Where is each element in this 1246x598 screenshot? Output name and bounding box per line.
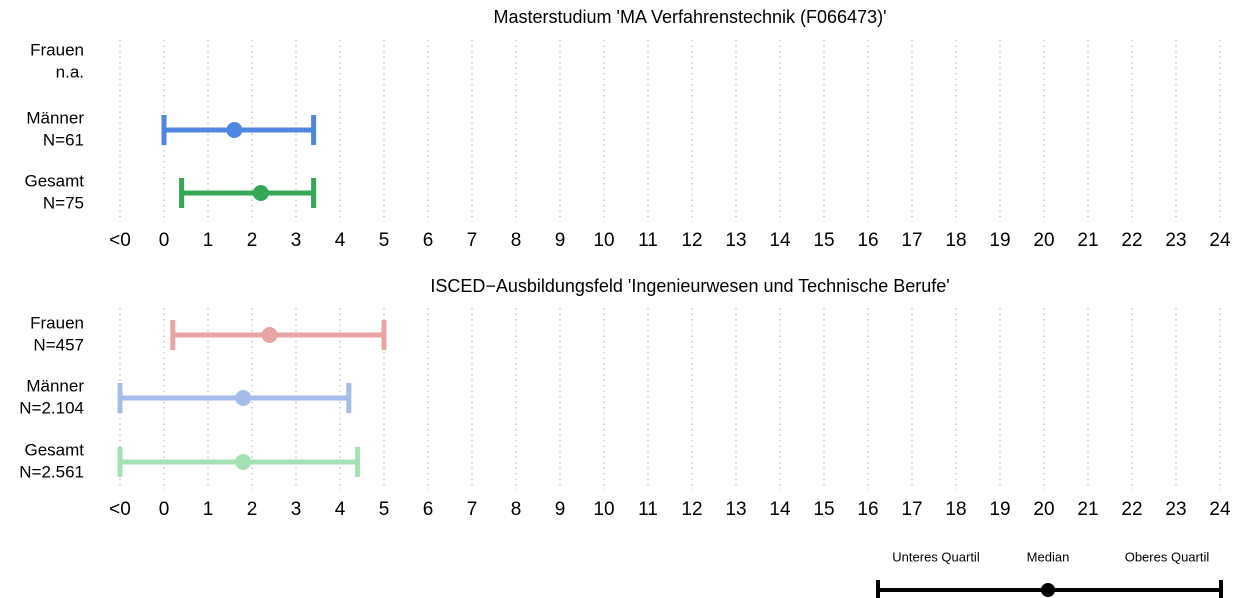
- x-tick-label: 3: [291, 230, 302, 251]
- x-tick-label: 21: [1077, 230, 1098, 251]
- row-n: N=457: [33, 335, 84, 354]
- x-tick-label: 19: [989, 230, 1010, 251]
- row-label: Frauen: [30, 40, 84, 59]
- x-tick-label: 13: [725, 499, 746, 520]
- x-tick-label: 9: [555, 230, 566, 251]
- x-tick-label: 4: [335, 499, 346, 520]
- x-tick-label: 13: [725, 230, 746, 251]
- row-label: Gesamt: [24, 440, 84, 459]
- x-tick-label: 21: [1077, 499, 1098, 520]
- row-label: Männer: [26, 376, 84, 395]
- median-dot: [235, 454, 252, 470]
- x-tick-label: 6: [423, 499, 434, 520]
- x-tick-label: 18: [945, 499, 966, 520]
- row-n: n.a.: [56, 62, 84, 81]
- x-tick-label: 10: [593, 230, 614, 251]
- row-label: Frauen: [30, 313, 84, 332]
- x-tick-label: 5: [379, 230, 390, 251]
- x-tick-label: 7: [467, 499, 478, 520]
- median-dot: [226, 122, 243, 138]
- x-tick-label: 22: [1121, 230, 1142, 251]
- legend-label: Oberes Quartil: [1125, 549, 1210, 564]
- x-tick-label: 9: [555, 499, 566, 520]
- x-tick-label: 6: [423, 230, 434, 251]
- x-tick-label: <0: [109, 230, 131, 251]
- x-tick-label: 19: [989, 499, 1010, 520]
- x-tick-label: 17: [901, 499, 922, 520]
- median-dot: [235, 390, 252, 406]
- x-tick-label: 7: [467, 230, 478, 251]
- row-n: N=61: [43, 130, 84, 149]
- x-tick-label: 22: [1121, 499, 1142, 520]
- x-tick-label: 12: [681, 499, 702, 520]
- x-tick-label: 24: [1209, 230, 1231, 251]
- x-tick-label: 0: [159, 230, 170, 251]
- row-n: N=2.104: [19, 398, 84, 417]
- row-label: Gesamt: [24, 171, 84, 190]
- x-tick-label: 15: [813, 499, 834, 520]
- x-tick-label: 1: [203, 499, 214, 520]
- x-tick-label: 23: [1165, 499, 1186, 520]
- x-tick-label: 24: [1209, 499, 1231, 520]
- legend-dot: [1041, 583, 1055, 597]
- row-n: N=2.561: [19, 462, 84, 481]
- legend: Unteres Quartil Median Oberes Quartil: [876, 549, 1223, 598]
- x-tick-label: 20: [1033, 230, 1054, 251]
- x-tick-label: 23: [1165, 230, 1186, 251]
- x-tick-label: <0: [109, 499, 131, 520]
- x-tick-label: 2: [247, 230, 258, 251]
- median-dot: [252, 185, 269, 201]
- x-tick-label: 18: [945, 230, 966, 251]
- x-tick-label: 17: [901, 230, 922, 251]
- x-tick-label: 15: [813, 230, 834, 251]
- row-n: N=75: [43, 193, 84, 212]
- x-tick-label: 2: [247, 499, 258, 520]
- x-tick-label: 11: [638, 499, 658, 520]
- x-tick-label: 11: [638, 230, 658, 251]
- x-tick-label: 0: [159, 499, 170, 520]
- x-tick-label: 3: [291, 499, 302, 520]
- x-tick-label: 1: [203, 230, 214, 251]
- x-tick-label: 20: [1033, 499, 1054, 520]
- median-dot: [261, 327, 278, 343]
- legend-label: Median: [1027, 549, 1070, 564]
- x-tick-label: 14: [769, 230, 791, 251]
- x-tick-label: 8: [511, 230, 522, 251]
- legend-label: Unteres Quartil: [892, 549, 980, 564]
- x-tick-label: 10: [593, 499, 614, 520]
- x-tick-label: 14: [769, 499, 791, 520]
- panel-title: ISCED−Ausbildungsfeld 'Ingenieurwesen un…: [430, 276, 949, 296]
- x-tick-label: 8: [511, 499, 522, 520]
- x-tick-label: 16: [857, 230, 878, 251]
- row-label: Männer: [26, 108, 84, 127]
- x-tick-label: 4: [335, 230, 346, 251]
- panel-title: Masterstudium 'MA Verfahrenstechnik (F06…: [493, 7, 886, 27]
- x-tick-label: 5: [379, 499, 390, 520]
- x-tick-label: 12: [681, 230, 702, 251]
- x-tick-label: 16: [857, 499, 878, 520]
